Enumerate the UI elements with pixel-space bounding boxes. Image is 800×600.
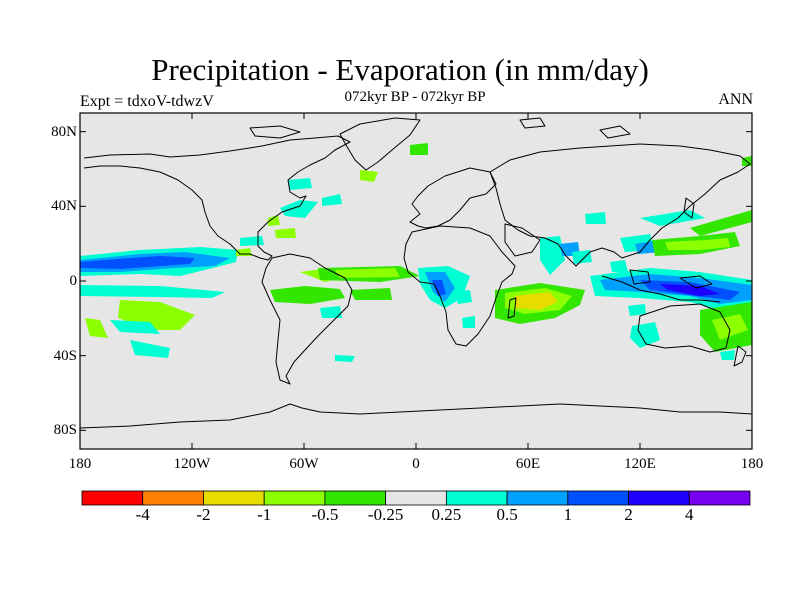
lat-tick-label: 80S — [53, 422, 77, 439]
colorbar-swatch — [81, 490, 144, 506]
colorbar-label: -2 — [196, 505, 211, 524]
anomaly-region — [110, 320, 160, 334]
lon-tick-label: 60W — [289, 456, 319, 472]
plot-title: Precipitation - Evaporation (in mm/day) — [151, 52, 649, 87]
colorbar-swatch — [385, 490, 447, 506]
anomaly-region — [432, 280, 446, 296]
colorbar-label: 0.5 — [496, 505, 518, 524]
anomaly-region — [130, 340, 170, 358]
anomaly-region — [80, 285, 225, 298]
coastline-australia — [637, 303, 731, 353]
anomaly-region — [665, 238, 730, 250]
colorbar-swatch — [445, 490, 508, 506]
anomaly-region — [585, 212, 606, 224]
anomaly-region — [360, 170, 378, 182]
colorbar-swatch — [628, 490, 690, 506]
coastline-indonesia — [601, 269, 721, 303]
colorbar-swatch — [263, 490, 326, 506]
lon-tick-label: 120E — [624, 456, 656, 472]
colorbar-swatch — [142, 490, 204, 506]
lon-tick-label: 60E — [515, 456, 541, 472]
colorbar-label: 0.25 — [431, 505, 462, 524]
lat-tick-label: 0 — [69, 273, 78, 289]
anomaly-region — [410, 143, 428, 155]
coastline-madagascar — [507, 297, 517, 319]
coastline-greenland — [339, 117, 421, 171]
anomaly-region — [335, 268, 400, 278]
anomaly-region — [275, 228, 296, 238]
anomaly-region — [628, 304, 646, 316]
anomaly-fields — [80, 143, 752, 362]
coastline-south-america — [261, 253, 353, 385]
anomaly-region — [85, 318, 108, 338]
anomaly-region — [690, 210, 752, 236]
lat-tick-label: 40N — [51, 198, 77, 215]
colorbar-label: 1 — [563, 505, 573, 524]
lat-tick-label: 40S — [53, 347, 77, 364]
colorbar-label: -0.5 — [311, 505, 339, 524]
lon-tick-label: 0 — [412, 456, 420, 472]
season-label: ANN — [718, 91, 753, 108]
anomaly-region — [320, 306, 342, 318]
anomaly-region — [280, 200, 318, 218]
colorbar-swatch — [688, 490, 751, 506]
experiment-label: Expt = tdxoV-tdwzV — [80, 93, 214, 110]
coastline-africa — [403, 225, 516, 347]
coastline-new-zealand — [733, 345, 747, 367]
lon-tick-label: 120W — [173, 456, 211, 472]
coastline-arabia — [504, 223, 541, 257]
coastline-europe — [409, 167, 497, 229]
colorbar-swatch — [506, 490, 569, 506]
colorbar-swatch — [203, 490, 265, 506]
anomaly-region — [288, 178, 312, 190]
colorbar-label: 4 — [685, 505, 694, 524]
lon-tick-label: 180 — [68, 456, 92, 472]
anomaly-region — [630, 322, 660, 348]
axis-ticks — [79, 113, 753, 449]
anomaly-region — [350, 288, 392, 300]
coastline-arctic-islands — [249, 117, 631, 139]
anomaly-region — [268, 215, 280, 226]
anomaly-region — [270, 286, 345, 304]
plot-subtitle: 072kyr BP - 072kyr BP — [344, 89, 486, 105]
lon-tick-label: 180 — [740, 456, 764, 472]
anomaly-region — [455, 290, 472, 304]
colorbar — [81, 490, 751, 506]
coastline-north-america — [83, 135, 351, 261]
colorbar-swatch — [567, 490, 629, 506]
anomaly-region — [610, 260, 628, 272]
anomaly-region — [640, 210, 705, 226]
coastline-asia — [489, 143, 751, 267]
coastlines — [80, 117, 752, 429]
anomaly-region — [80, 256, 195, 269]
lat-tick-label: 80N — [51, 123, 77, 140]
colorbar-label: -4 — [135, 505, 150, 524]
anomaly-region — [660, 284, 720, 296]
anomaly-region — [335, 355, 355, 362]
anomaly-region — [712, 314, 748, 340]
colorbar-label: 2 — [624, 505, 633, 524]
anomaly-region — [572, 250, 592, 264]
anomaly-region — [720, 350, 735, 360]
coastline-antarctica — [80, 403, 752, 429]
colorbar-label: -0.25 — [367, 505, 404, 524]
coastline-japan — [683, 197, 695, 219]
anomaly-region — [515, 292, 558, 310]
anomaly-region — [462, 316, 475, 328]
anomaly-region — [322, 194, 342, 206]
colorbar-swatch — [324, 490, 387, 506]
colorbar-label: -1 — [257, 505, 272, 524]
